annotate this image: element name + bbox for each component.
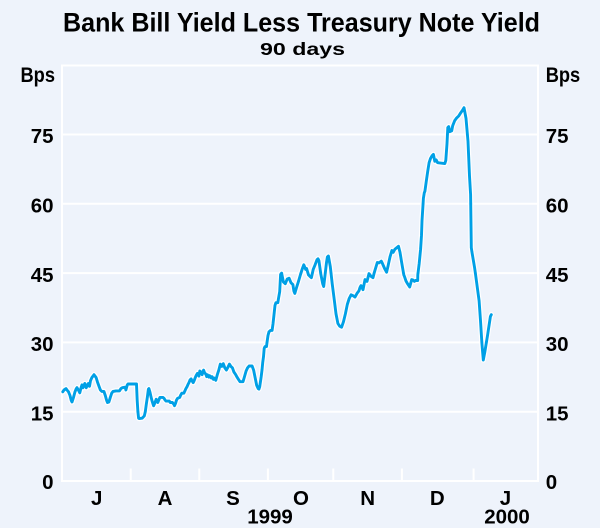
svg-text:N: N [360,487,375,510]
svg-text:60: 60 [31,195,54,218]
svg-text:1999: 1999 [247,505,293,528]
svg-text:60: 60 [546,195,569,218]
svg-text:Bank Bill Yield Less Treasury: Bank Bill Yield Less Treasury Note Yield [63,8,540,38]
svg-text:15: 15 [546,402,569,425]
svg-text:30: 30 [31,333,54,356]
svg-text:45: 45 [31,264,54,287]
svg-text:J: J [500,487,511,510]
svg-text:30: 30 [546,333,569,356]
svg-text:Bps: Bps [21,64,56,87]
svg-text:2000: 2000 [484,505,530,528]
svg-text:75: 75 [31,125,54,148]
svg-text:75: 75 [546,125,569,148]
svg-text:J: J [91,487,102,510]
svg-text:45: 45 [546,264,569,287]
svg-text:15: 15 [31,402,54,425]
svg-text:O: O [293,487,309,510]
svg-text:Bps: Bps [546,64,581,87]
svg-text:A: A [158,487,173,510]
svg-text:S: S [226,487,240,510]
svg-text:0: 0 [546,471,557,494]
svg-text:90 days: 90 days [260,39,345,59]
svg-text:D: D [430,487,445,510]
svg-text:0: 0 [42,471,53,494]
